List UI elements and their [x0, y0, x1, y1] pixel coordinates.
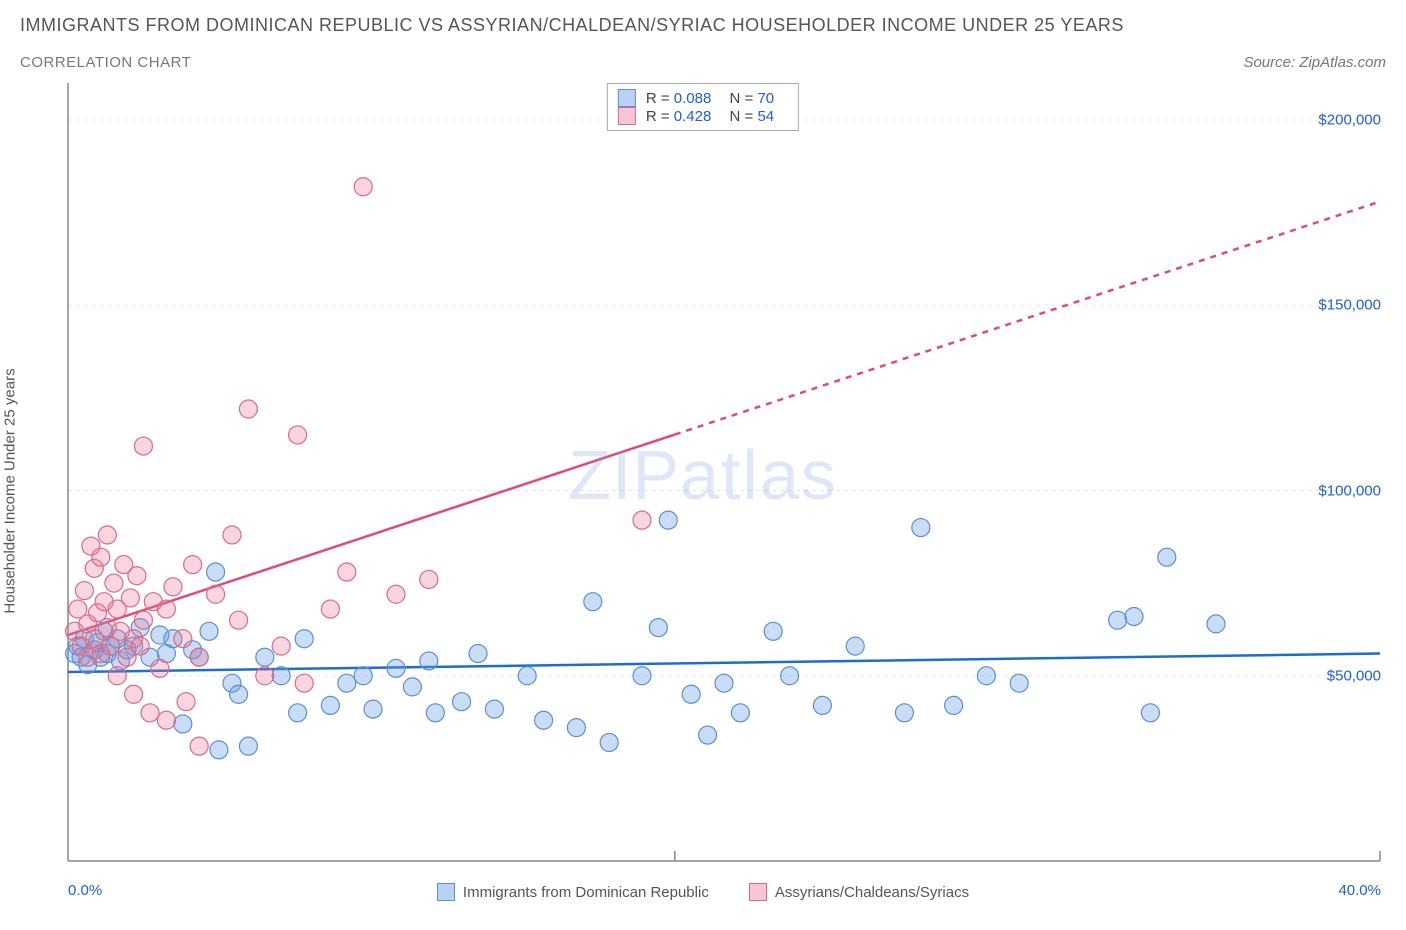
swatch-series-1 — [618, 107, 636, 125]
chart-subtitle: CORRELATION CHART — [20, 54, 191, 71]
legend-label: Assyrians/Chaldeans/Syriacs — [775, 884, 969, 901]
swatch-series-1 — [749, 883, 767, 901]
chart-title: IMMIGRANTS FROM DOMINICAN REPUBLIC VS AS… — [20, 15, 1386, 36]
y-tick-label: $200,000 — [1318, 112, 1381, 129]
stats-row-series-1: R = 0.428 N = 54 — [618, 107, 788, 125]
y-tick-label: $50,000 — [1327, 667, 1381, 684]
y-tick-label: $100,000 — [1318, 482, 1381, 499]
subtitle-row: CORRELATION CHART Source: ZipAtlas.com — [20, 54, 1386, 71]
stats-row-series-0: R = 0.088 N = 70 — [618, 89, 788, 107]
y-axis-label: Householder Income Under 25 years — [2, 368, 19, 613]
legend-item-series-0: Immigrants from Dominican Republic — [437, 883, 709, 901]
swatch-series-0 — [618, 89, 636, 107]
legend-item-series-1: Assyrians/Chaldeans/Syriacs — [749, 883, 969, 901]
stats-legend: R = 0.088 N = 70 R = 0.428 N = 54 — [607, 83, 799, 131]
source-citation: Source: ZipAtlas.com — [1243, 54, 1386, 71]
chart-container: Householder Income Under 25 years ZIPatl… — [20, 81, 1386, 901]
y-tick-label: $150,000 — [1318, 297, 1381, 314]
legend-label: Immigrants from Dominican Republic — [463, 884, 709, 901]
series-legend: Immigrants from Dominican Republic Assyr… — [20, 883, 1386, 901]
scatter-chart — [20, 81, 1386, 901]
swatch-series-0 — [437, 883, 455, 901]
